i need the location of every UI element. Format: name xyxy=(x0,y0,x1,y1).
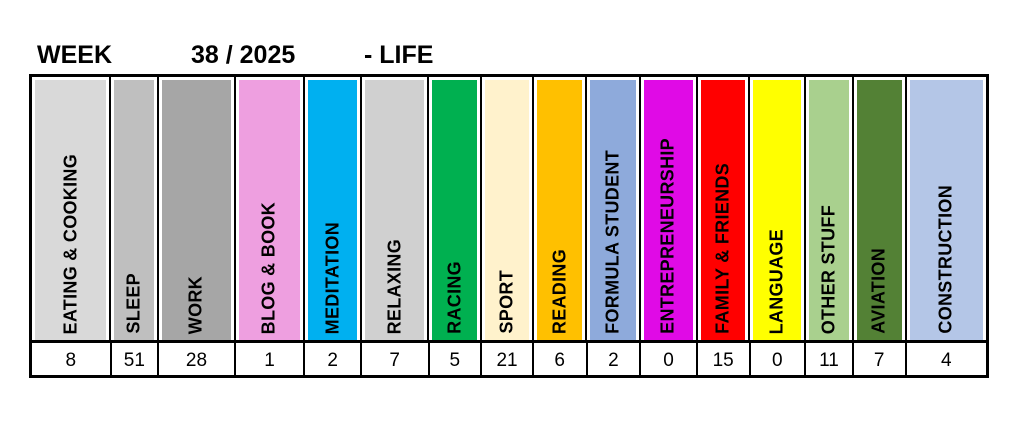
bar-construction: CONSTRUCTION xyxy=(909,80,983,340)
week-number: 38 / 2025 xyxy=(191,41,296,69)
bar-column-sport: SPORT xyxy=(480,77,532,340)
value-cell-reading: 6 xyxy=(531,343,586,378)
bar-label-sleep: SLEEP xyxy=(123,273,144,334)
bar-formula-student: FORMULA STUDENT xyxy=(590,80,637,340)
bar-label-relaxing: RELAXING xyxy=(384,238,405,334)
bar-column-language: LANGUAGE xyxy=(748,77,804,340)
bar-eating-and-cooking: EATING & COOKING xyxy=(35,80,107,340)
activity-values-row: 8 51 28 1 2 7 5 21 6 2 0 15 0 11 7 4 xyxy=(32,340,986,378)
value-cell-sleep: 51 xyxy=(109,343,158,378)
value-cell-aviation: 7 xyxy=(851,343,905,378)
bar-language: LANGUAGE xyxy=(753,80,802,340)
bar-sleep: SLEEP xyxy=(114,80,155,340)
bar-column-eating-and-cooking: EATING & COOKING xyxy=(32,77,109,340)
bar-column-racing: RACING xyxy=(427,77,480,340)
bar-column-other-stuff: OTHER STUFF xyxy=(804,77,852,340)
bar-column-blog-and-book: BLOG & BOOK xyxy=(233,77,304,340)
value-cell-eating-and-cooking: 8 xyxy=(65,349,77,371)
value-cell-formula-student: 2 xyxy=(585,343,640,378)
bar-relaxing: RELAXING xyxy=(364,80,425,340)
bar-column-sleep: SLEEP xyxy=(109,77,157,340)
bar-label-racing: RACING xyxy=(444,261,465,334)
bar-column-entrepreneurship: ENTREPRENEURSHIP xyxy=(639,77,696,340)
value-cell-construction: 4 xyxy=(904,343,986,378)
bar-column-work: WORK xyxy=(157,77,234,340)
bar-label-formula-student: FORMULA STUDENT xyxy=(602,150,623,334)
bar-racing: RACING xyxy=(432,80,478,340)
value-cell-racing: 5 xyxy=(427,343,481,378)
activity-chart: EATING & COOKING SLEEP WORK BLOG & BOOK MEDI… xyxy=(29,74,989,378)
bar-label-work: WORK xyxy=(185,275,206,334)
bar-column-family-and-friends: FAMILY & FRIENDS xyxy=(695,77,749,340)
bar-meditation: MEDITATION xyxy=(308,80,357,340)
bar-label-sport: SPORT xyxy=(496,270,517,334)
bar-column-aviation: AVIATION xyxy=(851,77,905,340)
value-cell-family-and-friends: 15 xyxy=(695,343,749,378)
bar-label-construction: CONSTRUCTION xyxy=(935,185,956,334)
category-title: - LIFE xyxy=(364,41,434,69)
bar-entrepreneurship: ENTREPRENEURSHIP xyxy=(644,80,693,340)
value-cell-sport: 21 xyxy=(480,343,532,378)
bar-family-and-friends: FAMILY & FRIENDS xyxy=(700,80,746,340)
bar-column-reading: READING xyxy=(531,77,586,340)
value-cell-work: 28 xyxy=(157,343,234,378)
bar-other-stuff: OTHER STUFF xyxy=(809,80,849,340)
bar-column-construction: CONSTRUCTION xyxy=(904,77,986,340)
bar-blog-and-book: BLOG & BOOK xyxy=(238,80,301,340)
value-cell-blog-and-book: 1 xyxy=(233,343,304,378)
bar-label-eating-and-cooking: EATING & COOKING xyxy=(60,153,81,334)
bar-label-reading: READING xyxy=(549,248,570,334)
value-cell-meditation: 2 xyxy=(303,343,360,378)
bar-label-entrepreneurship: ENTREPRENEURSHIP xyxy=(657,138,678,334)
value-cell-other-stuff: 11 xyxy=(804,343,852,378)
bar-label-language: LANGUAGE xyxy=(766,228,787,334)
value-cell-language: 0 xyxy=(748,343,805,378)
bar-label-meditation: MEDITATION xyxy=(322,221,343,334)
bar-reading: READING xyxy=(536,80,583,340)
bar-label-aviation: AVIATION xyxy=(868,248,889,334)
bar-column-relaxing: RELAXING xyxy=(359,77,428,340)
bar-column-formula-student: FORMULA STUDENT xyxy=(585,77,639,340)
activity-bars-row: EATING & COOKING SLEEP WORK BLOG & BOOK MEDI… xyxy=(32,77,986,340)
value-cell-entrepreneurship: 0 xyxy=(639,343,696,378)
bar-work: WORK xyxy=(162,80,231,340)
bar-label-family-and-friends: FAMILY & FRIENDS xyxy=(712,163,733,334)
week-label: WEEK xyxy=(37,41,112,69)
bar-column-meditation: MEDITATION xyxy=(303,77,360,340)
bar-label-blog-and-book: BLOG & BOOK xyxy=(258,201,279,334)
bar-aviation: AVIATION xyxy=(856,80,902,340)
bar-label-other-stuff: OTHER STUFF xyxy=(818,204,839,334)
bar-sport: SPORT xyxy=(485,80,529,340)
value-cell-relaxing: 7 xyxy=(359,343,428,378)
